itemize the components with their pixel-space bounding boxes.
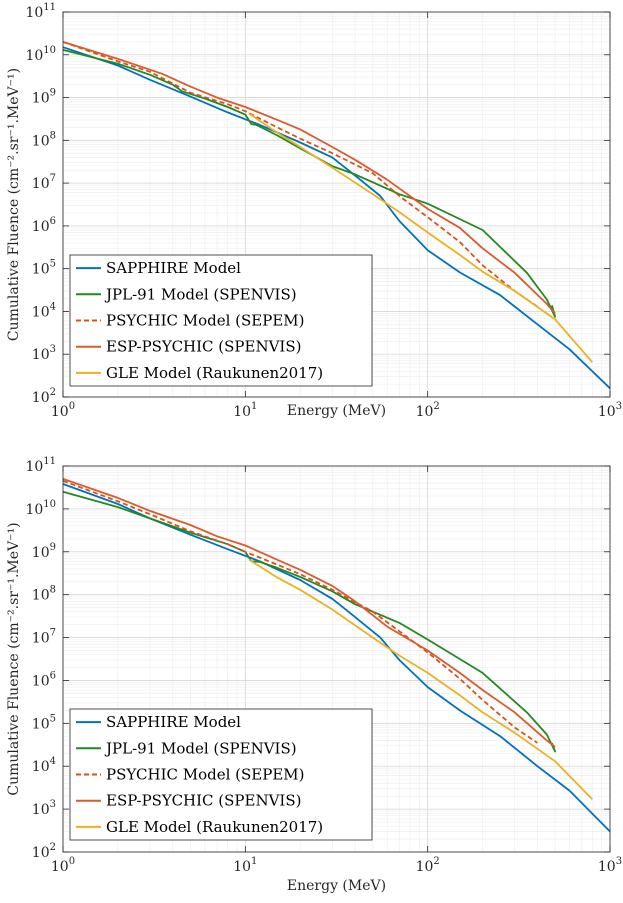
x-axis-title: Energy (MeV)	[287, 403, 386, 419]
series-line-2	[62, 490, 556, 753]
legend-label: GLE Model (Raukunen2017)	[106, 364, 323, 382]
legend-label: PSYCHIC Model (SEPEM)	[106, 766, 305, 784]
y-axis-title: Cumulative Fluence (cm⁻².sr⁻¹.MeV⁻¹)	[6, 68, 22, 341]
ticks	[62, 11, 611, 398]
series-line-4	[62, 478, 556, 748]
x-tick-label: 100	[51, 856, 75, 875]
x-tick-label: 100	[51, 401, 75, 420]
legend-label: JPL-91 Model (SPENVIS)	[104, 739, 297, 757]
chart-2: 100 101 102 103 102 103 104 105 106 107 108 109 1010…	[6, 456, 622, 894]
series-line-3	[62, 480, 538, 744]
y-tick-label: 109	[32, 542, 56, 561]
legend-label: ESP-PSYCHIC (SPENVIS)	[106, 338, 301, 356]
y-tick-label: 1011	[25, 2, 56, 21]
series-line-1	[62, 483, 611, 833]
x-tick-label: 103	[598, 856, 622, 875]
y-tick-label: 1011	[25, 456, 56, 475]
x-tick-label: 101	[233, 401, 257, 420]
y-tick-label: 102	[32, 387, 56, 406]
legend-label: PSYCHIC Model (SEPEM)	[106, 312, 305, 330]
series-line-2	[62, 49, 556, 318]
y-axis-title: Cumulative Fluence (cm⁻².sr⁻¹.MeV⁻¹)	[6, 522, 22, 795]
y-tick-label: 105	[32, 713, 56, 732]
axes-box	[62, 11, 611, 398]
series-group	[62, 478, 611, 833]
legend-label: JPL-91 Model (SPENVIS)	[104, 285, 297, 303]
y-tick-label: 104	[32, 756, 56, 775]
ticks	[62, 465, 611, 853]
x-tick-label: 102	[416, 856, 440, 875]
series-line-5	[248, 112, 593, 363]
y-tick-label: 106	[32, 670, 56, 689]
legend-box	[69, 254, 373, 387]
y-tick-label: 106	[32, 216, 56, 235]
chart-1: 100 101 102 103 102 103 104 105 106 107 108 109 1010…	[6, 2, 622, 420]
y-tick-label: 102	[32, 842, 56, 861]
legend-label: SAPPHIRE Model	[106, 259, 241, 277]
y-tick-label: 107	[32, 628, 56, 647]
y-tick-label: 1010	[25, 499, 56, 518]
series-line-5	[248, 559, 593, 800]
y-tick-label: 109	[32, 88, 56, 107]
series-line-3	[62, 41, 538, 308]
x-tick-label: 102	[416, 401, 440, 420]
x-tick-label: 101	[233, 856, 257, 875]
legend: SAPPHIRE Model JPL-91 Model (SPENVIS) PSYC…	[69, 254, 373, 387]
x-tick-label: 103	[598, 401, 622, 420]
legend-label: GLE Model (Raukunen2017)	[106, 818, 323, 836]
legend-label: ESP-PSYCHIC (SPENVIS)	[106, 792, 301, 810]
y-tick-label: 103	[32, 344, 56, 363]
series-line-4	[62, 41, 556, 314]
legend-label: SAPPHIRE Model	[106, 713, 241, 731]
y-tick-label: 103	[32, 799, 56, 818]
y-tick-label: 104	[32, 301, 56, 320]
legend: SAPPHIRE Model JPL-91 Model (SPENVIS) PSYC…	[69, 708, 373, 841]
y-tick-label: 107	[32, 173, 56, 192]
y-tick-label: 108	[32, 130, 56, 149]
y-tick-label: 1010	[25, 45, 56, 64]
series-line-1	[62, 46, 611, 389]
series-group	[62, 41, 611, 389]
x-axis-title: Energy (MeV)	[287, 878, 386, 894]
y-tick-label: 108	[32, 585, 56, 604]
axes-box	[62, 465, 611, 853]
y-tick-label: 105	[32, 259, 56, 278]
legend-box	[69, 708, 373, 841]
